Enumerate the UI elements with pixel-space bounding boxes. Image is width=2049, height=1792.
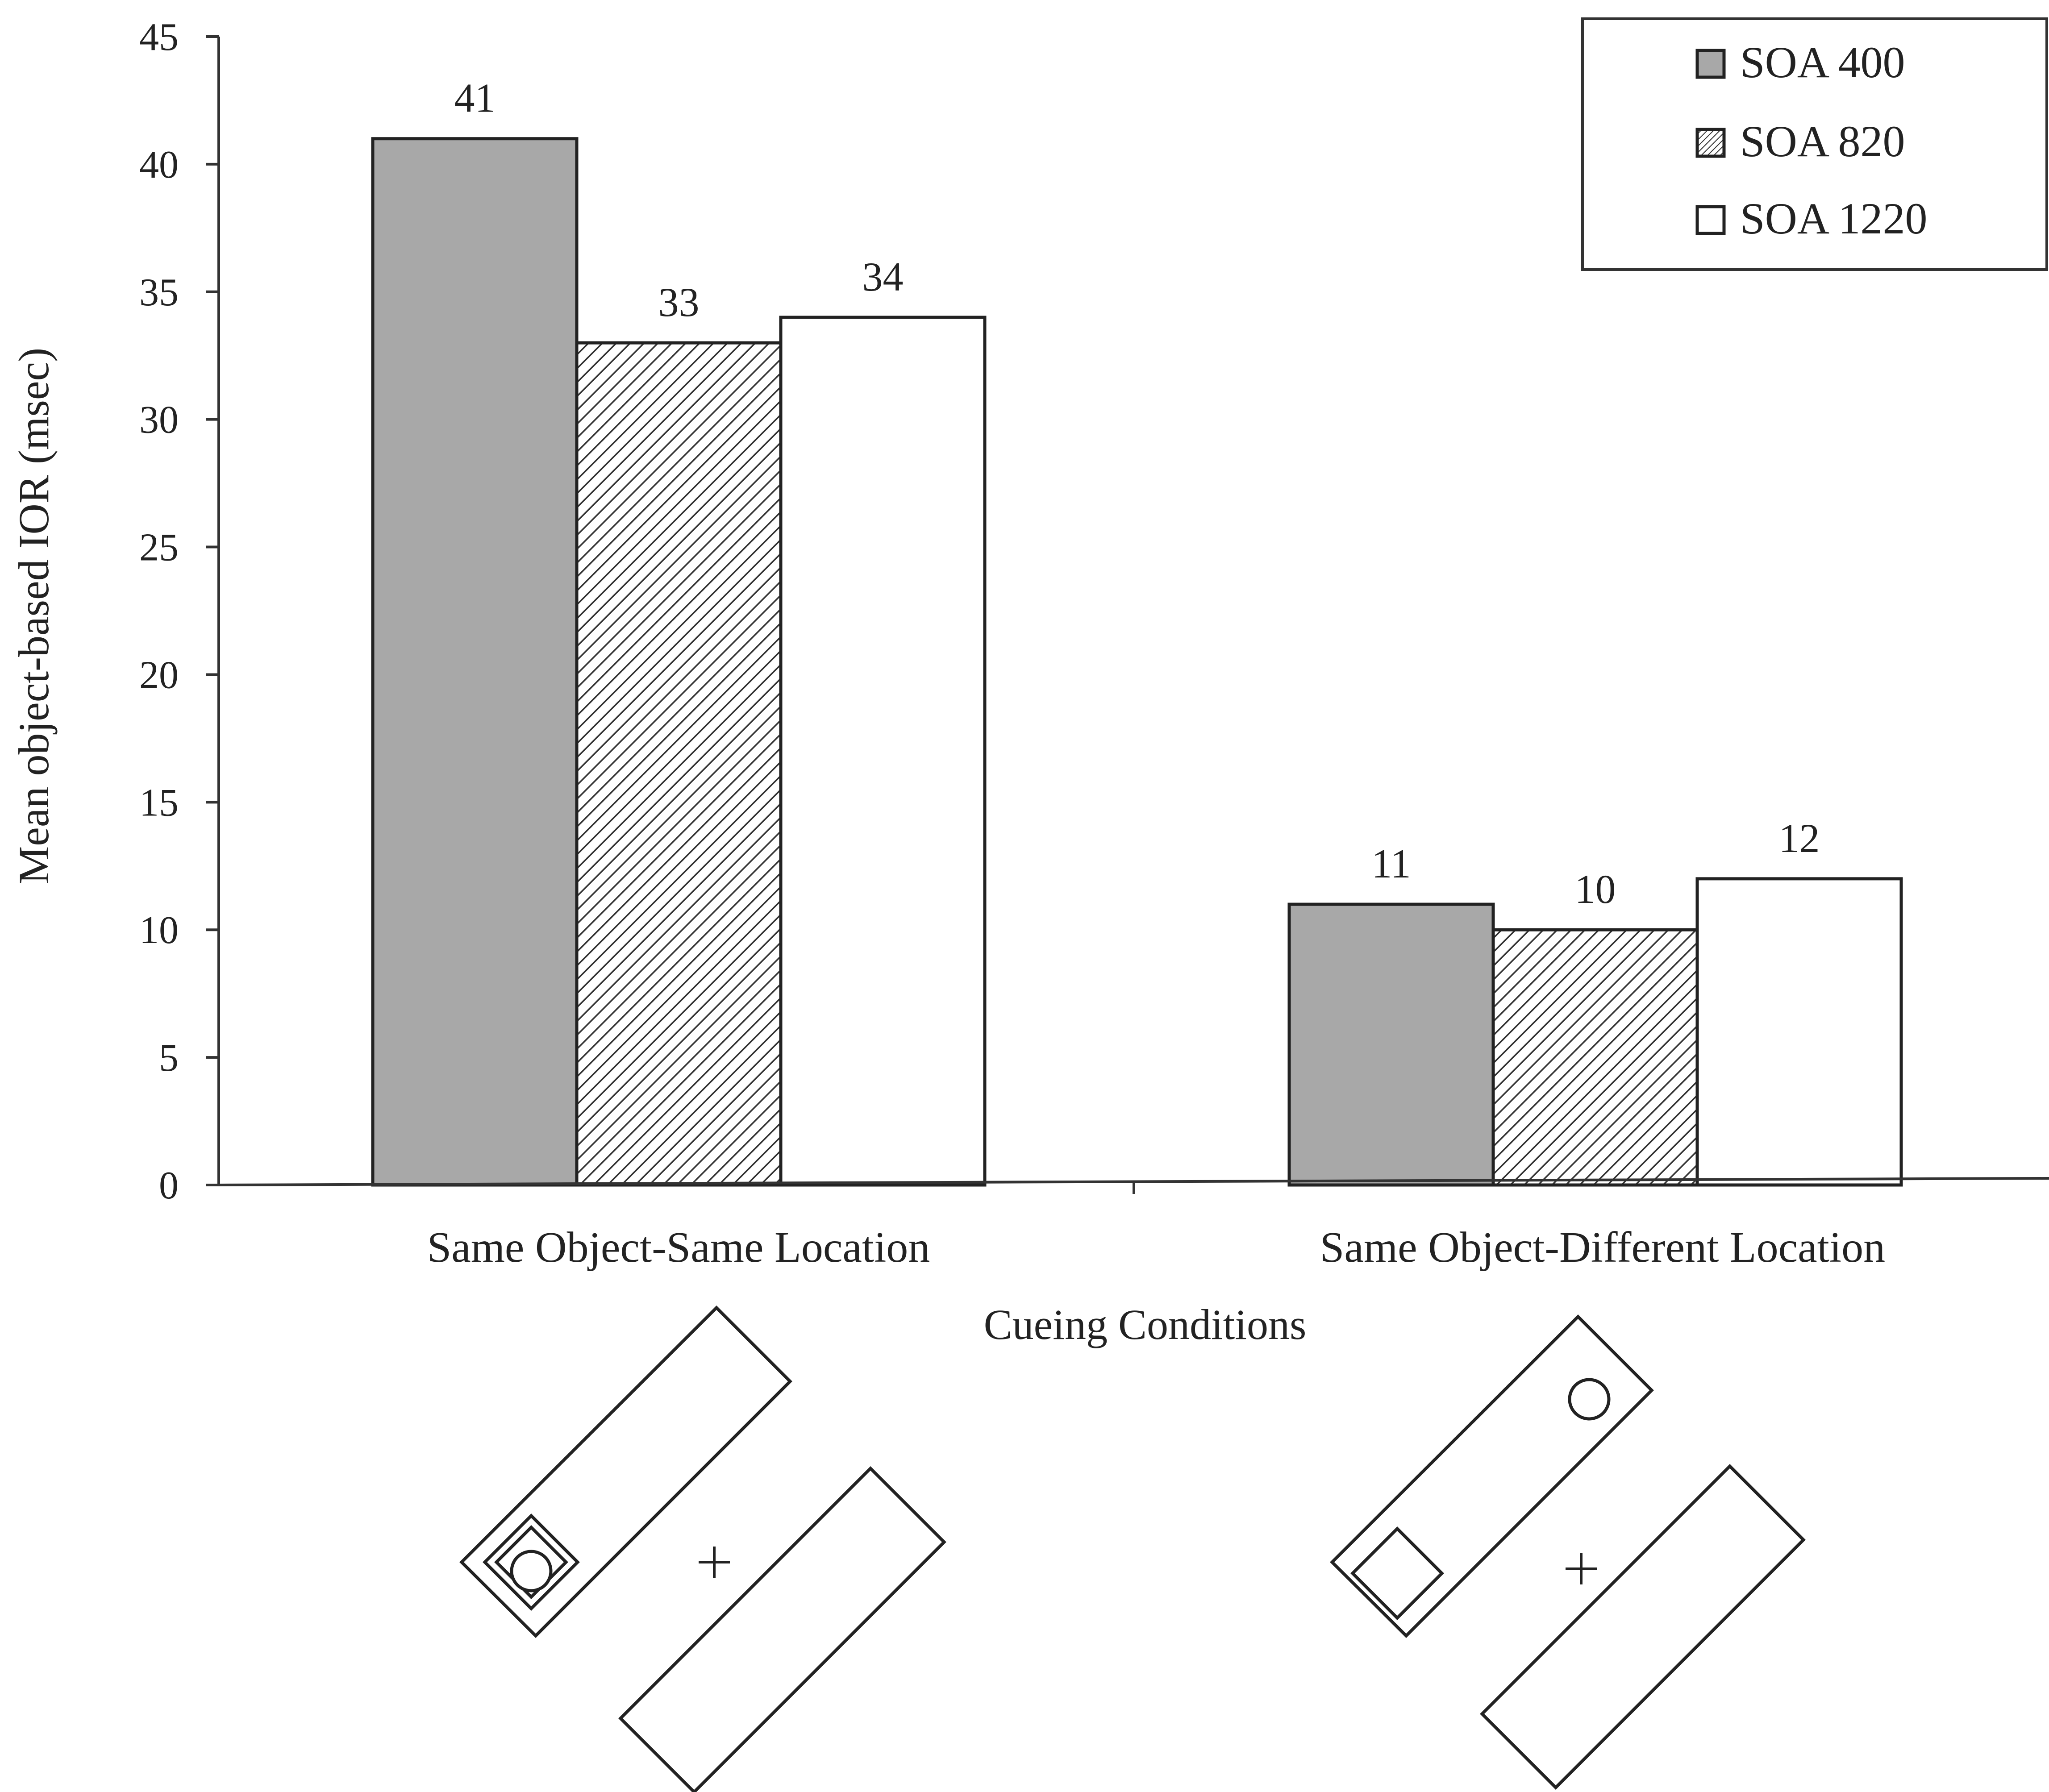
target-circle (510, 1550, 553, 1592)
bar-value-label: 41 (454, 75, 496, 121)
y-tick-label: 10 (139, 909, 179, 952)
y-tick-label: 5 (159, 1036, 179, 1080)
legend-label: SOA 820 (1740, 116, 1905, 166)
cue-square (1350, 1526, 1444, 1620)
y-tick-label: 40 (139, 143, 179, 187)
legend-box (1581, 17, 2048, 271)
y-tick-label: 15 (139, 781, 179, 824)
y-tick-label: 25 (139, 526, 179, 570)
bar-value-label: 10 (1575, 866, 1616, 912)
target-circle (1568, 1378, 1611, 1421)
category-label: Same Object-Same Location (427, 1223, 930, 1272)
bar-soa-1220-same-location (779, 316, 987, 1187)
bar-value-label: 12 (1779, 815, 1820, 861)
bar-value-label: 33 (658, 279, 700, 325)
y-axis-title: Mean object-based IOR (msec) (10, 348, 58, 884)
y-tick-label: 45 (139, 16, 179, 59)
y-tick-label: 35 (139, 271, 179, 314)
bar-soa-820-different-location (1491, 928, 1699, 1187)
legend-label: SOA 1220 (1740, 194, 1928, 243)
object-rectangle-lower (618, 1466, 946, 1792)
legend-swatch-soa-1220 (1695, 205, 1726, 235)
y-ticks-group: 0 5 10 15 20 25 30 35 40 45 (139, 16, 219, 1207)
bar-soa-820-same-location (575, 341, 783, 1187)
cueing-diagram-different-location (1330, 1314, 1806, 1790)
category-label: Same Object-Different Location (1320, 1223, 1885, 1272)
object-rectangle-lower (1480, 1464, 1806, 1790)
y-tick-label: 20 (139, 653, 179, 697)
x-axis-title: Cueing Conditions (984, 1301, 1307, 1348)
legend-label: SOA 400 (1740, 37, 1905, 87)
bar-value-label: 34 (862, 254, 904, 299)
legend: SOA 400 SOA 820 SOA 1220 (1581, 17, 2048, 271)
cueing-diagram-same-location (459, 1306, 946, 1792)
legend-swatch-soa-820 (1695, 128, 1726, 158)
y-tick-label: 0 (159, 1164, 179, 1207)
bar-soa-400-same-location (371, 137, 579, 1187)
bar-soa-400-different-location (1287, 902, 1495, 1187)
bar-value-label: 11 (1371, 841, 1411, 886)
data-labels-group: 41 11 33 10 34 12 (454, 75, 1820, 912)
bars-group (371, 137, 1903, 1187)
legend-swatch-soa-400 (1695, 49, 1726, 79)
y-tick-label: 30 (139, 399, 179, 442)
bar-soa-1220-different-location (1695, 877, 1903, 1187)
